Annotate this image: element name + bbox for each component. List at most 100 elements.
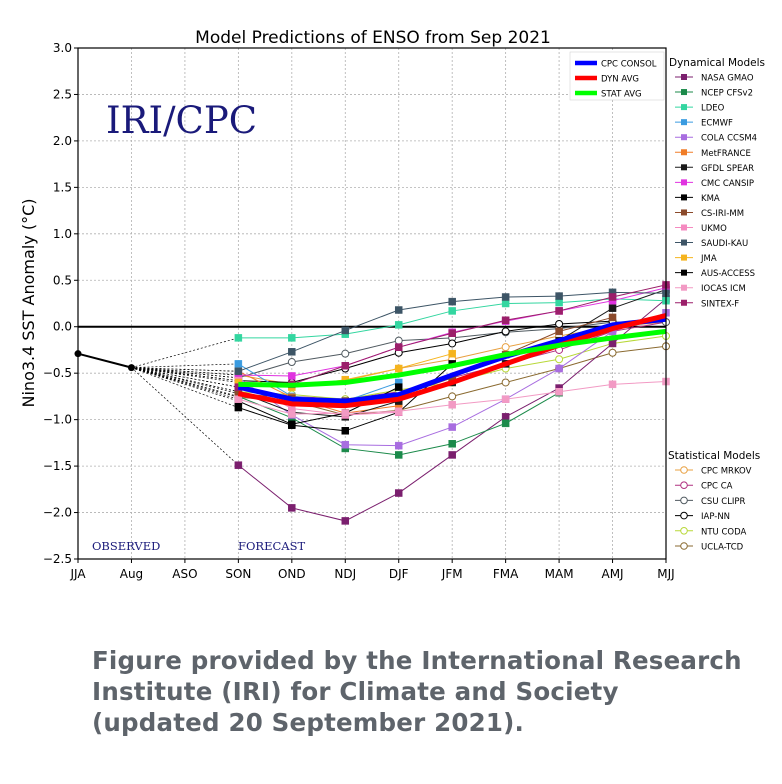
y-tick-label: 2.0 (53, 134, 72, 148)
data-point (501, 413, 510, 421)
stat-legend-marker (680, 496, 688, 505)
dyn-legend-marker (681, 239, 687, 246)
observed-point (127, 364, 135, 372)
y-tick-label: −2.5 (43, 552, 72, 566)
x-tick-label: AMJ (601, 567, 623, 581)
data-point (341, 349, 350, 358)
stat-legend-marker (680, 542, 688, 550)
y-tick-label: −1.5 (43, 459, 72, 473)
data-point (555, 355, 564, 364)
observed-label: OBSERVED (92, 539, 160, 553)
data-point (394, 407, 403, 416)
fan-line (131, 367, 239, 400)
data-point (341, 326, 350, 335)
y-tick-label: 0.5 (53, 273, 72, 287)
avg-legend-label: CPC CONSOL (601, 60, 657, 70)
data-point (608, 339, 617, 348)
dyn-legend-label: NCEP CFSv2 (701, 89, 753, 99)
data-point (448, 423, 456, 431)
data-point (608, 293, 617, 301)
data-point (394, 364, 403, 373)
fan-line (131, 367, 239, 372)
fan-line (131, 367, 239, 402)
plot-area: −2.5 −2.0 −1.5 −1.0 −0.5 0.0 0.5 1.0 1.5 2.0 2.5 3.… (43, 41, 675, 581)
data-point (394, 306, 403, 314)
dyn-legend-marker (681, 209, 687, 216)
dyn-legend-label: ECMWF (701, 119, 733, 129)
data-point (448, 307, 456, 315)
legend: CPC CONSOL DYN AVG STAT AVG Dynamical Model… (569, 51, 765, 553)
fan-line (131, 367, 239, 408)
dyn-legend-label: NASA GMAO (701, 74, 754, 84)
stat-legend-marker (680, 481, 688, 490)
chart-title: Model Predictions of ENSO from Sep 2021 (195, 28, 551, 48)
credit-line-1: Figure provided by the International Res… (92, 646, 742, 675)
dyn-legend-marker (681, 119, 687, 126)
avg-legend-label: STAT AVG (601, 90, 642, 100)
data-point (234, 367, 243, 376)
data-point (448, 451, 456, 459)
series-line (238, 320, 613, 383)
stat-legend-marker (680, 466, 688, 474)
data-point (555, 298, 563, 307)
data-point (287, 358, 296, 367)
fan-line (131, 363, 239, 368)
dyn-legend-marker (681, 254, 687, 261)
data-point (448, 349, 456, 358)
data-point (608, 380, 617, 389)
fan-line (131, 367, 239, 398)
avg-legend-label: DYN AVG (601, 75, 639, 85)
y-tick-label: 2.5 (53, 87, 72, 101)
data-point (448, 440, 456, 448)
data-point (394, 321, 403, 329)
x-tick-label: MAM (545, 567, 574, 581)
x-tick-label: ASO (172, 567, 197, 581)
dyn-legend-label: AUS-ACCESS (701, 269, 755, 279)
data-point (448, 297, 456, 306)
data-point (288, 420, 296, 429)
dyn-legend-label: UKMO (701, 224, 727, 234)
y-tick-label: 1.0 (53, 227, 72, 241)
credit-line-3: (updated 20 September 2021). (92, 708, 524, 737)
data-point (341, 427, 350, 435)
data-point (501, 419, 510, 428)
data-point (555, 292, 563, 300)
dyn-legend-marker (681, 74, 687, 80)
stat-legend-marker (680, 511, 688, 520)
data-point (608, 304, 617, 312)
data-point (501, 299, 510, 308)
data-point (288, 372, 296, 380)
fan-line (131, 367, 239, 466)
data-point (608, 313, 617, 322)
data-point (448, 392, 457, 401)
data-point (394, 383, 403, 391)
dyn-legend-label: KMA (701, 194, 720, 204)
dyn-legend-marker (681, 134, 687, 141)
dyn-legend-marker (681, 194, 687, 201)
forecast-label: FORECAST (238, 539, 305, 553)
data-point (555, 364, 563, 373)
figure-credit: Figure provided by the International Res… (92, 645, 752, 738)
y-tick-label: −0.5 (43, 366, 72, 380)
data-point (394, 489, 403, 497)
data-point (341, 440, 350, 449)
data-point (288, 410, 296, 418)
dyn-legend-label: JMA (700, 254, 717, 264)
data-point (608, 348, 617, 357)
dyn-legend-marker (681, 179, 687, 186)
dyn-legend-marker (681, 299, 687, 306)
data-point (288, 334, 296, 342)
data-point (234, 403, 243, 412)
y-tick-label: −2.0 (43, 506, 72, 520)
stat-legend-label: IAP-NN (701, 512, 730, 522)
data-point (501, 327, 510, 336)
stat-legend-label: NTU CODA (701, 527, 746, 537)
dyn-legend-label: GFDL SPEAR (701, 164, 754, 174)
data-point (234, 334, 243, 342)
avg-line-stat-avg (238, 328, 667, 388)
data-point (448, 339, 457, 348)
data-point (288, 504, 296, 512)
dyn-legend-label: COLA CCSM4 (701, 134, 757, 144)
x-tick-label: DJF (389, 567, 409, 581)
